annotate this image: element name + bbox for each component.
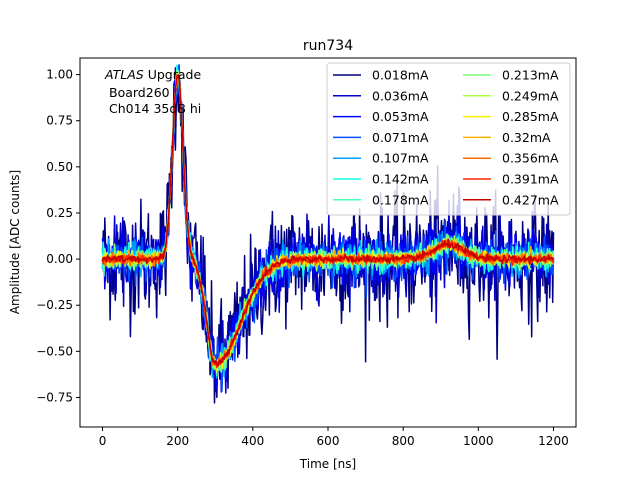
x-tick-label: 0 — [99, 434, 107, 448]
annotation-line-2: Board260 — [109, 85, 170, 100]
x-axis: 0 200 400 600 800 1000 1200 — [99, 427, 569, 448]
legend-label-9: 0.285mA — [502, 109, 559, 124]
legend-label-12: 0.391mA — [502, 172, 559, 187]
annotation-upgrade: Upgrade — [144, 67, 202, 82]
legend-label-2: 0.053mA — [372, 109, 429, 124]
y-axis-label: Amplitude [ADC counts] — [8, 170, 22, 314]
y-tick-label: −0.25 — [36, 298, 73, 312]
x-tick-label: 1000 — [463, 434, 494, 448]
x-tick-label: 600 — [317, 434, 340, 448]
y-tick-label: 0.25 — [46, 206, 73, 220]
y-tick-label: 0.00 — [46, 252, 73, 266]
legend-label-11: 0.356mA — [502, 151, 559, 166]
y-tick-label: −0.75 — [36, 390, 73, 404]
legend: 0.018mA 0.036mA 0.053mA 0.071mA 0.107mA 0.142… — [326, 62, 571, 216]
series-layer — [101, 64, 555, 404]
series-line-13 — [101, 74, 555, 367]
annotation-line-3: Ch014 35dB hi — [109, 101, 201, 116]
y-tick-label: 0.50 — [46, 160, 73, 174]
x-tick-label: 1200 — [538, 434, 569, 448]
legend-label-1: 0.036mA — [372, 88, 429, 103]
legend-label-5: 0.142mA — [372, 172, 429, 187]
x-tick-label: 200 — [166, 434, 189, 448]
y-tick-label: 1.00 — [46, 68, 73, 82]
legend-label-13: 0.427mA — [502, 192, 559, 207]
x-axis-label: Time [ns] — [299, 457, 356, 471]
legend-label-0: 0.018mA — [372, 68, 429, 83]
annotation-line-1: ATLAS Upgrade — [104, 67, 201, 82]
y-tick-label: −0.50 — [36, 344, 73, 358]
chart-title: run734 — [303, 38, 353, 54]
legend-label-10: 0.32mA — [502, 130, 551, 145]
legend-box — [326, 62, 571, 216]
annotation-atlas: ATLAS — [104, 67, 144, 82]
x-tick-label: 400 — [241, 434, 264, 448]
legend-label-8: 0.249mA — [502, 88, 559, 103]
y-axis: −0.75 −0.50 −0.25 0.00 0.25 0.50 0.75 1.00 — [36, 68, 80, 404]
atlas-annotation: ATLAS Upgrade Board260 Ch014 35dB hi — [104, 67, 201, 116]
legend-label-7: 0.213mA — [502, 68, 559, 83]
legend-label-3: 0.071mA — [372, 130, 429, 145]
x-tick-label: 800 — [392, 434, 415, 448]
y-tick-label: 0.75 — [46, 114, 73, 128]
legend-label-6: 0.178mA — [372, 192, 429, 207]
legend-label-4: 0.107mA — [372, 151, 429, 166]
